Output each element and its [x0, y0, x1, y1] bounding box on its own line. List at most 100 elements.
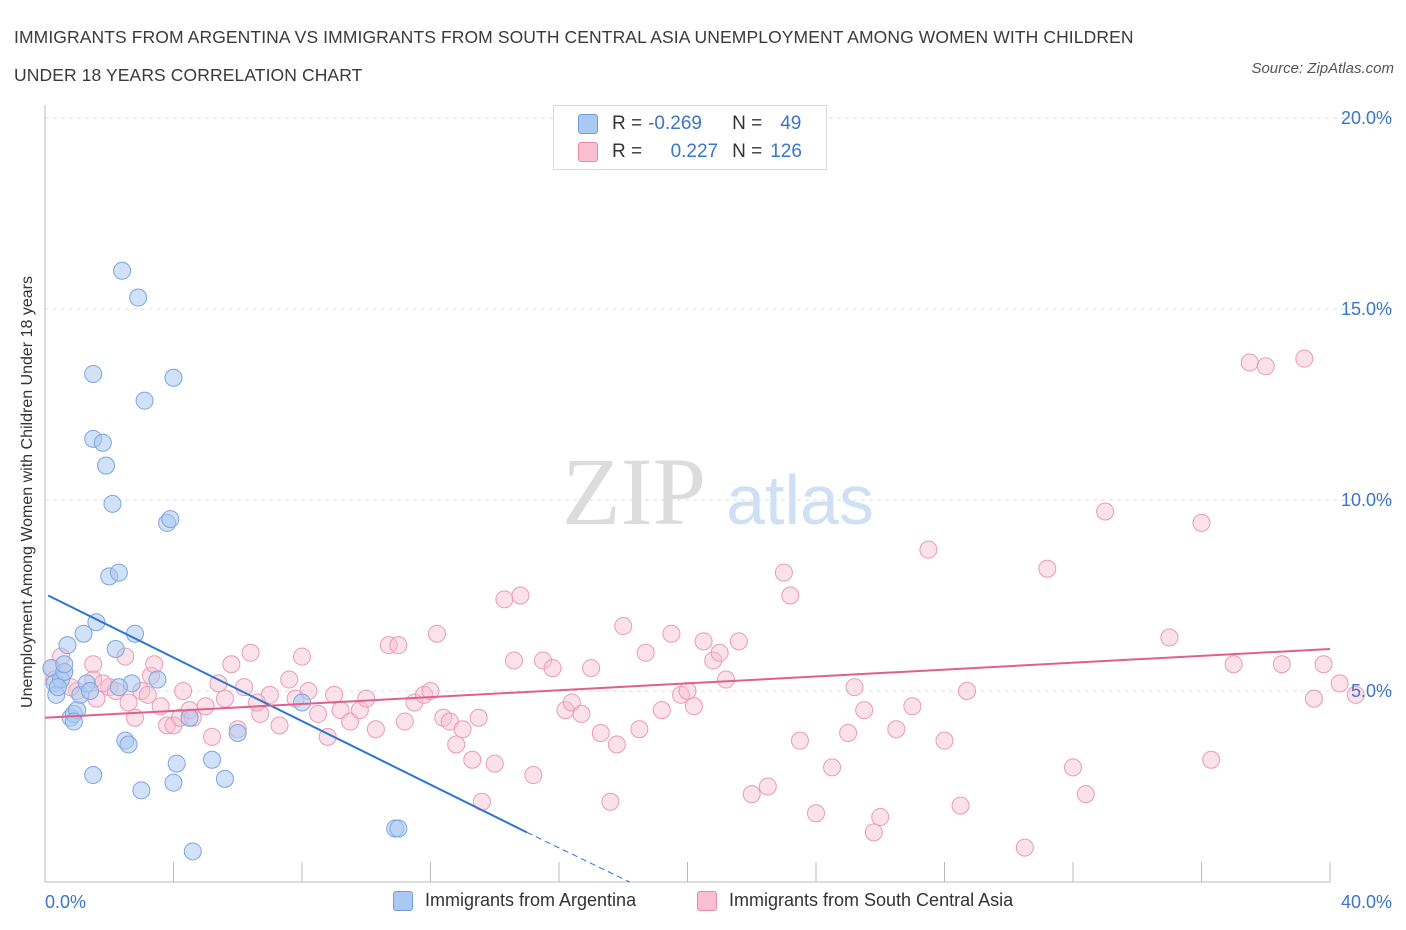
south-central-asia-point: [951, 796, 970, 815]
south-central-asia-point: [222, 655, 241, 674]
n-label: N =: [732, 113, 763, 134]
south-central-asia-swatch: [578, 142, 598, 162]
argentina-swatch: [578, 114, 598, 134]
south-central-asia-point: [533, 651, 552, 670]
legend-label-argentina: Immigrants from Argentina: [425, 890, 637, 910]
south-central-asia-point: [543, 659, 562, 678]
n-label: N =: [732, 141, 763, 162]
south-central-asia-point: [903, 697, 922, 716]
south-central-asia-point: [807, 804, 825, 823]
argentina-point: [228, 724, 247, 743]
argentina-point: [183, 842, 202, 861]
south-central-asia-point: [614, 617, 633, 636]
south-central-asia-point: [758, 777, 777, 796]
y-tick-label: 10.0%: [1341, 490, 1392, 510]
y-tick-label: 5.0%: [1351, 681, 1392, 701]
argentina-point: [167, 754, 186, 773]
south-central-asia-point: [652, 701, 671, 720]
argentina-point: [109, 563, 128, 582]
argentina-point: [135, 391, 154, 410]
legend-item-south-central-asia[interactable]: Immigrants from South Central Asia: [697, 890, 1013, 911]
south-central-asia-point: [309, 704, 328, 723]
n-value-south-central-asia: 126: [770, 141, 802, 162]
south-central-asia-point: [887, 720, 906, 739]
argentina-point: [48, 678, 67, 697]
argentina-point: [106, 639, 125, 658]
south-central-asia-point: [710, 643, 729, 662]
r-value-south-central-asia: 0.227: [670, 141, 719, 162]
argentina-point: [164, 368, 183, 387]
south-central-asia-legend-swatch: [697, 890, 717, 911]
south-central-asia-point: [357, 689, 376, 708]
r-value-argentina: -0.269: [648, 113, 702, 134]
south-central-asia-point: [325, 685, 344, 704]
south-central-asia-point: [341, 712, 360, 731]
stats-legend-row-argentina: R = -0.269 N = 49: [578, 111, 801, 137]
watermark-atlas: atlas: [726, 461, 874, 539]
south-central-asia-point: [678, 682, 697, 700]
south-central-asia-point: [1202, 750, 1221, 769]
argentina-point: [215, 769, 234, 788]
south-central-asia-point: [1192, 513, 1211, 532]
argentina-point: [161, 510, 180, 529]
argentina-point: [109, 678, 128, 697]
r-label: R =: [612, 113, 643, 134]
south-central-asia-point: [84, 655, 103, 674]
south-central-asia-point: [845, 678, 864, 697]
argentina-legend-swatch: [393, 890, 413, 911]
argentina-trend-extension: [526, 831, 630, 883]
south-central-asia-point: [1330, 674, 1349, 693]
south-central-asia-point: [138, 685, 157, 704]
argentina-point: [203, 750, 222, 769]
chart-title: IMMIGRANTS FROM ARGENTINA VS IMMIGRANTS …: [14, 27, 1134, 85]
south-central-asia-point: [1304, 689, 1323, 708]
south-central-asia-point: [774, 563, 793, 582]
south-central-asia-point: [684, 697, 703, 716]
series-legend: Immigrants from Argentina Immigrants fro…: [0, 890, 1406, 916]
south-central-asia-point: [215, 689, 234, 708]
argentina-point: [97, 456, 116, 475]
south-central-asia-point: [174, 682, 193, 700]
legend-item-argentina[interactable]: Immigrants from Argentina: [393, 890, 636, 911]
south-central-asia-point: [1256, 357, 1275, 376]
south-central-asia-point: [1038, 559, 1057, 578]
south-central-asia-point: [293, 647, 311, 666]
south-central-asia-point: [270, 716, 289, 735]
south-central-asia-point: [485, 754, 504, 773]
south-central-asia-point: [1346, 685, 1365, 704]
south-central-asia-point: [781, 586, 800, 605]
south-central-asia-point: [729, 632, 748, 651]
south-central-asia-point: [864, 823, 883, 842]
south-central-asia-point: [511, 586, 530, 605]
argentina-point: [148, 670, 167, 689]
south-central-asia-point: [957, 682, 976, 700]
argentina-point: [93, 433, 112, 452]
argentina-point: [84, 364, 103, 383]
argentina-point: [132, 781, 151, 800]
south-central-asia-point: [1224, 655, 1243, 674]
y-tick-label: 20.0%: [1341, 108, 1392, 128]
argentina-point: [389, 819, 408, 838]
south-central-asia-point: [421, 682, 440, 700]
south-central-asia-point: [495, 590, 514, 609]
south-central-asia-point: [524, 766, 543, 785]
south-central-asia-point: [1272, 655, 1291, 674]
gridlines: [45, 117, 1392, 692]
argentina-point: [293, 693, 311, 712]
trend-lines: [44, 594, 1331, 883]
legend-label-south-central-asia: Immigrants from South Central Asia: [729, 890, 1014, 910]
south-central-asia-point: [636, 643, 655, 662]
south-central-asia-point: [1096, 502, 1115, 521]
south-central-asia-point: [871, 808, 890, 827]
south-central-asia-point: [453, 720, 472, 739]
south-central-asia-point: [601, 792, 620, 811]
south-central-asia-point: [164, 716, 183, 735]
south-central-asia-point: [119, 693, 138, 712]
south-central-asia-point: [704, 651, 723, 670]
south-central-asia-point: [591, 724, 610, 743]
south-central-asia-point: [1160, 628, 1179, 647]
argentina-point: [103, 494, 122, 513]
south-central-asia-point: [241, 643, 260, 662]
argentina-point: [180, 708, 199, 727]
